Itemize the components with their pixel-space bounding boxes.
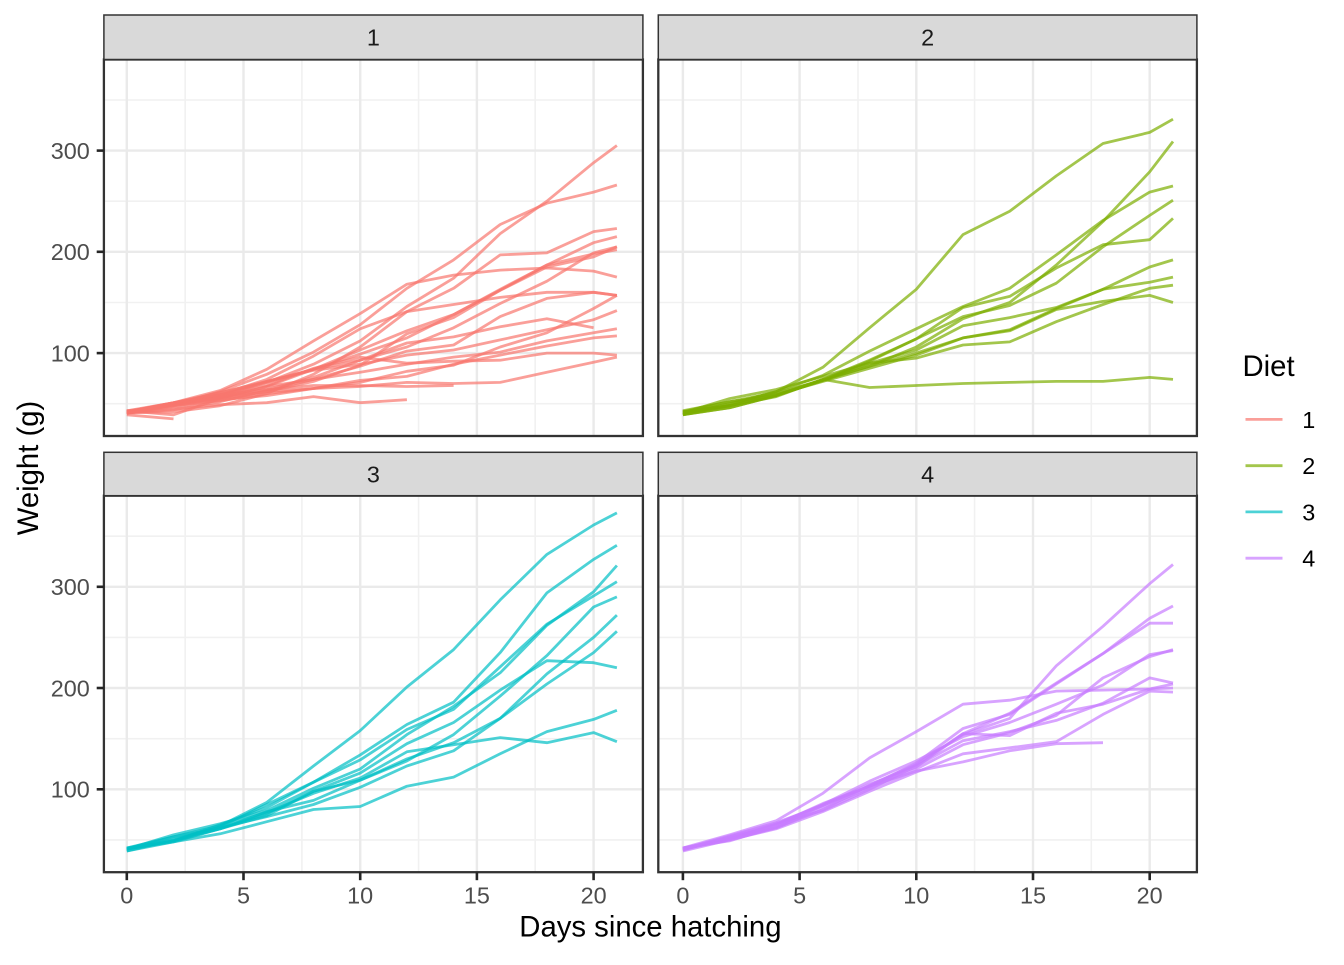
svg-text:200: 200 — [51, 239, 90, 265]
svg-text:3: 3 — [1302, 499, 1315, 525]
svg-text:100: 100 — [51, 341, 90, 367]
svg-text:15: 15 — [464, 883, 490, 909]
svg-text:20: 20 — [1137, 883, 1163, 909]
svg-text:300: 300 — [51, 138, 90, 164]
svg-text:2: 2 — [921, 25, 934, 51]
svg-text:300: 300 — [51, 574, 90, 600]
svg-text:1: 1 — [367, 25, 380, 51]
svg-text:Days since hatching: Days since hatching — [519, 911, 781, 944]
svg-text:4: 4 — [1302, 546, 1315, 572]
svg-text:Diet: Diet — [1243, 350, 1295, 383]
svg-text:10: 10 — [903, 883, 929, 909]
svg-text:5: 5 — [237, 883, 250, 909]
svg-text:0: 0 — [120, 883, 133, 909]
svg-text:100: 100 — [51, 777, 90, 803]
svg-text:5: 5 — [793, 883, 806, 909]
svg-text:1: 1 — [1302, 407, 1315, 433]
svg-text:0: 0 — [676, 883, 689, 909]
svg-text:3: 3 — [367, 461, 380, 487]
svg-text:Weight (g): Weight (g) — [12, 401, 45, 536]
svg-text:200: 200 — [51, 675, 90, 701]
svg-text:15: 15 — [1020, 883, 1046, 909]
svg-text:20: 20 — [581, 883, 607, 909]
svg-text:10: 10 — [347, 883, 373, 909]
svg-text:4: 4 — [921, 461, 934, 487]
svg-text:2: 2 — [1302, 453, 1315, 479]
